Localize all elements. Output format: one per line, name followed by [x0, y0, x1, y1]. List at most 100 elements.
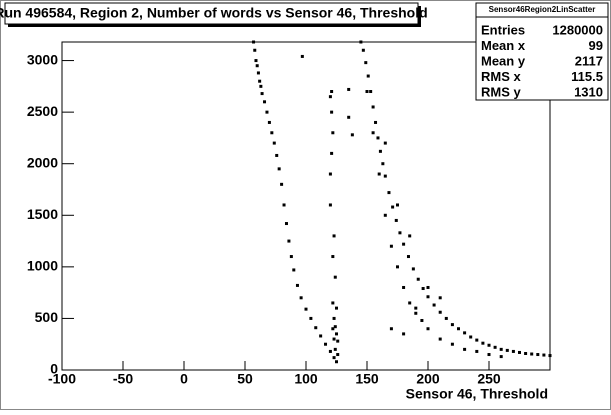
x-tick-label: 150: [355, 371, 379, 387]
point: [292, 268, 296, 272]
point: [420, 318, 424, 322]
point: [450, 323, 454, 327]
point: [304, 307, 308, 311]
point: [457, 327, 460, 331]
point: [408, 234, 412, 238]
x-axis-title: Sensor 46, Threshold: [406, 386, 548, 402]
point: [444, 316, 448, 320]
point: [263, 100, 267, 104]
point: [416, 277, 420, 281]
point: [391, 205, 395, 209]
stats-value: 99: [589, 38, 603, 53]
point: [394, 218, 398, 222]
point: [299, 296, 303, 300]
point: [389, 244, 393, 248]
point: [499, 347, 503, 351]
point: [254, 59, 258, 63]
plot-frame: [61, 41, 551, 371]
point: [511, 349, 515, 353]
point: [336, 353, 340, 357]
point: [328, 172, 332, 176]
point: [364, 61, 368, 65]
point: [426, 295, 430, 299]
point: [330, 151, 334, 155]
point: [414, 311, 418, 315]
point: [369, 90, 373, 94]
x-tick-label: -50: [113, 371, 133, 387]
y-tick-label: 3000: [27, 51, 58, 67]
point: [335, 360, 338, 364]
point: [366, 74, 370, 78]
x-tick-label: 200: [416, 371, 440, 387]
point: [332, 337, 336, 341]
point: [402, 242, 406, 246]
point: [378, 149, 382, 153]
point: [542, 353, 546, 357]
x-tick-label: 0: [180, 371, 188, 387]
point: [330, 90, 334, 94]
point: [426, 327, 430, 331]
point: [518, 350, 521, 354]
point: [328, 349, 332, 353]
point: [383, 141, 387, 145]
point: [396, 203, 399, 207]
point: [469, 335, 473, 339]
y-tick-label: 500: [35, 309, 59, 325]
point: [361, 48, 365, 52]
point: [475, 349, 479, 353]
point: [331, 255, 335, 259]
point: [350, 133, 354, 137]
x-tick-label: 50: [237, 371, 253, 387]
point: [450, 342, 454, 346]
point: [402, 332, 406, 336]
point: [255, 64, 259, 68]
stats-title: Sensor46Region2LinScatter: [489, 5, 596, 14]
point: [487, 353, 491, 357]
point: [252, 40, 256, 44]
stats-value: 1310: [574, 84, 603, 99]
point: [333, 275, 337, 279]
point: [270, 131, 274, 135]
y-tick-label: 1500: [27, 206, 58, 222]
point: [330, 110, 334, 114]
point: [396, 265, 399, 269]
point: [300, 54, 304, 58]
point: [383, 213, 387, 217]
point: [536, 353, 540, 357]
point: [328, 203, 332, 207]
y-tick-label: 2000: [27, 154, 58, 170]
point: [309, 316, 313, 320]
y-tick-label: 1000: [27, 258, 58, 274]
stats-value: 2117: [575, 53, 603, 68]
point: [324, 342, 328, 346]
point: [408, 301, 412, 305]
stats-value: 115.5: [571, 69, 603, 84]
stats-value: 1280000: [552, 22, 603, 37]
point: [524, 351, 528, 355]
stats-label: Mean y: [481, 53, 526, 68]
point: [335, 306, 338, 310]
point: [332, 234, 336, 238]
point: [530, 352, 534, 356]
stats-label: Entries: [481, 22, 525, 37]
point: [335, 332, 338, 336]
point: [371, 131, 375, 135]
point: [347, 87, 351, 91]
point: [475, 338, 479, 342]
point: [332, 316, 336, 320]
title-shadow: [418, 6, 421, 27]
point: [295, 283, 299, 287]
point: [333, 325, 337, 329]
point: [389, 327, 393, 331]
point: [319, 334, 323, 338]
point: [411, 267, 415, 271]
stats-label: RMS x: [481, 69, 522, 84]
point: [548, 354, 552, 358]
stats-label: Mean x: [481, 38, 526, 53]
point: [359, 40, 363, 44]
point: [331, 327, 335, 331]
point: [487, 343, 491, 347]
point: [377, 172, 381, 176]
stats-frame: [475, 2, 609, 101]
